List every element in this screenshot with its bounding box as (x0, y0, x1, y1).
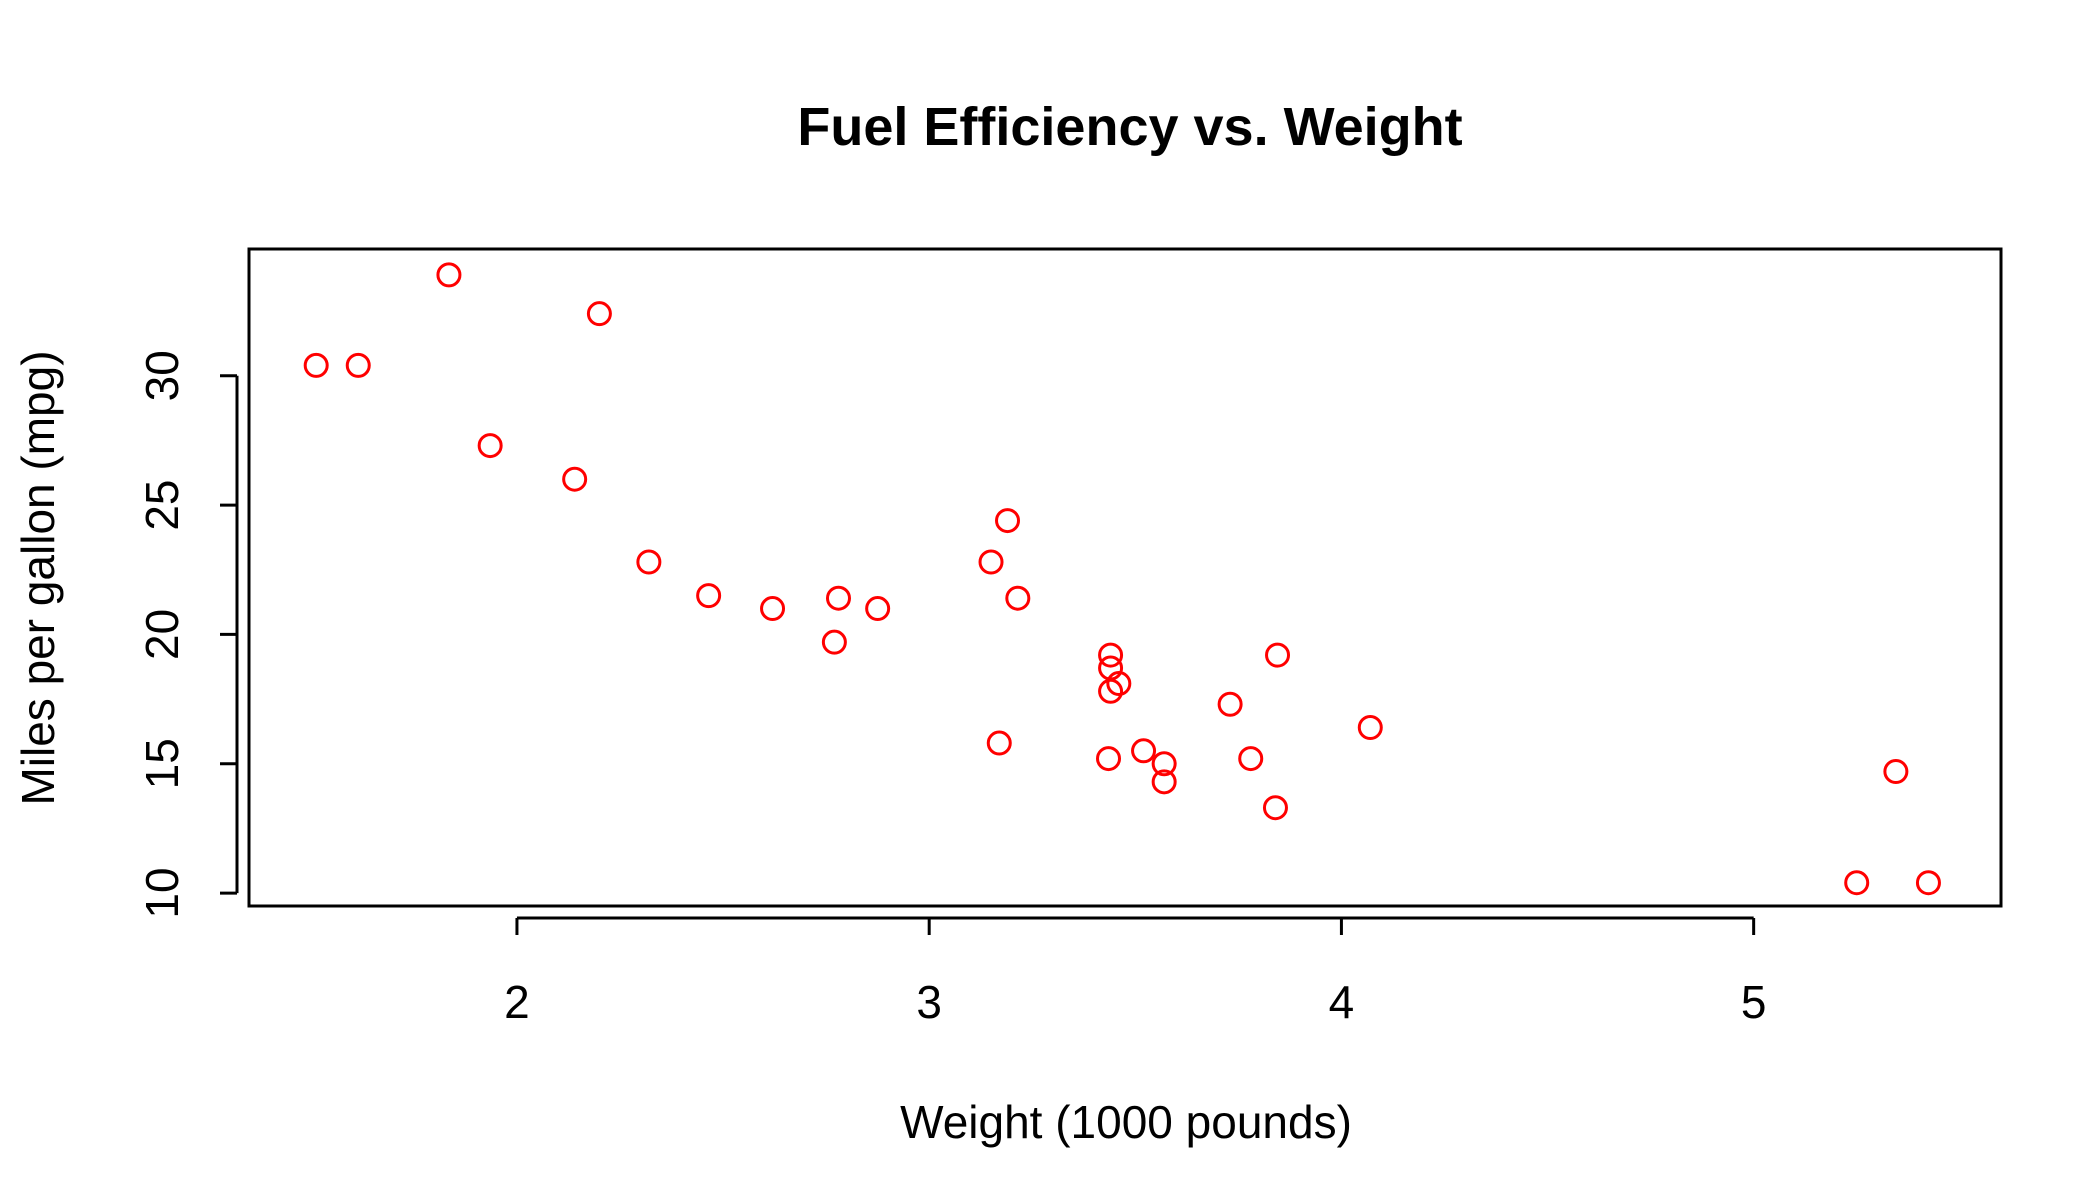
data-point (865, 596, 891, 622)
x-axis: 2 3 4 5 (504, 916, 1767, 1028)
data-point (1131, 738, 1157, 764)
data-point (825, 585, 851, 611)
data-point (978, 549, 1004, 575)
y-axis-label: Miles per gallon (mpg) (12, 350, 64, 805)
data-point (436, 262, 462, 288)
data-point (1096, 746, 1122, 772)
data-point (477, 433, 503, 459)
y-tick-label: 15 (136, 738, 188, 789)
data-point (1005, 585, 1031, 611)
data-points (303, 262, 1941, 896)
data-point (1262, 795, 1288, 821)
y-tick-label: 25 (136, 479, 188, 530)
data-point (1098, 642, 1124, 668)
x-tick-label: 4 (1329, 976, 1355, 1028)
chart-title: Fuel Efficiency vs. Weight (797, 97, 1462, 157)
data-point (1151, 769, 1177, 795)
y-tick-label: 30 (136, 350, 188, 401)
data-point (696, 583, 722, 609)
data-point (995, 508, 1021, 534)
x-tick-label: 5 (1741, 976, 1767, 1028)
data-point (1265, 642, 1291, 668)
data-point (1106, 671, 1132, 697)
data-point (1238, 746, 1264, 772)
data-point (562, 466, 588, 492)
data-point (1217, 691, 1243, 717)
data-point (636, 549, 662, 575)
y-tick-label: 20 (136, 609, 188, 660)
x-tick-label: 3 (916, 976, 942, 1028)
plot-frame (247, 247, 2003, 908)
data-point (345, 352, 371, 378)
y-tick-label: 10 (136, 867, 188, 918)
data-point (586, 301, 612, 327)
data-point (303, 352, 329, 378)
data-point (1915, 870, 1941, 896)
data-point (1098, 678, 1124, 704)
data-point (1151, 751, 1177, 777)
data-point (760, 596, 786, 622)
y-axis: 10 15 20 25 30 (136, 350, 239, 919)
x-axis-label: Weight (1000 pounds) (900, 1096, 1352, 1148)
x-tick-label: 2 (504, 976, 530, 1028)
data-point (1883, 758, 1909, 784)
data-point (1357, 715, 1383, 741)
data-point (821, 629, 847, 655)
data-point (986, 730, 1012, 756)
data-point (1844, 870, 1870, 896)
